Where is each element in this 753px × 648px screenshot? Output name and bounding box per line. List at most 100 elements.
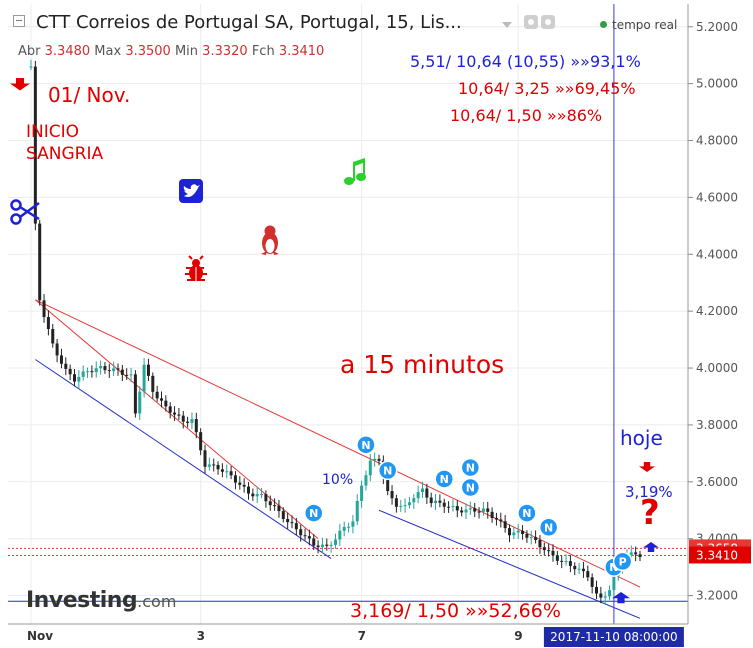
news-marker-label: N <box>309 507 318 520</box>
twitter-icon <box>179 179 203 203</box>
news-marker-icon: N <box>460 457 481 478</box>
candle-body <box>499 519 503 522</box>
settings-icon[interactable] <box>524 15 538 29</box>
candle-body <box>151 375 155 392</box>
candle-body <box>77 376 81 382</box>
news-marker-label: N <box>440 473 449 486</box>
candle-body <box>112 368 116 372</box>
inicio-line1: INICIO <box>26 122 80 142</box>
news-marker-circle <box>460 477 481 498</box>
candle-body <box>59 355 63 364</box>
candle-body <box>199 432 203 451</box>
candle-body <box>525 534 529 538</box>
scissors-ring <box>10 213 22 225</box>
candle-body <box>403 505 407 507</box>
candle-body <box>216 464 220 470</box>
candle-body <box>177 414 181 416</box>
candles <box>29 59 642 605</box>
live-label: tempo real <box>612 18 678 32</box>
y-tick-label: 5.0000 <box>696 77 738 91</box>
chart-title: CTT Correios de Portugal SA, Portugal, 1… <box>36 12 462 33</box>
y-tick-label: 5.2000 <box>696 20 738 34</box>
y-tick-label: 4.0000 <box>696 361 738 375</box>
news-marker-circle <box>377 460 398 481</box>
candle-body <box>51 328 55 344</box>
candle-body <box>451 506 455 508</box>
candle-body <box>351 521 355 527</box>
candle-body <box>251 493 255 497</box>
candle-body <box>481 508 485 512</box>
chevron-down-icon[interactable] <box>502 22 512 28</box>
x-tick-label: 3 <box>197 629 205 643</box>
candle-body <box>99 366 103 369</box>
candle-body <box>125 374 129 376</box>
candle-body <box>146 364 150 376</box>
candle-body <box>220 469 224 472</box>
candle-body <box>238 482 242 485</box>
candle-body <box>338 530 342 540</box>
candle-body <box>373 458 377 461</box>
candle-body <box>307 536 311 539</box>
crosshair-date: 2017-11-10 08:00:00 <box>550 630 677 644</box>
candle-body <box>268 501 272 506</box>
candle-body <box>512 532 516 536</box>
candle-body <box>595 586 598 594</box>
candle-body <box>425 488 429 498</box>
news-marker-label: N <box>361 439 370 452</box>
candle-body <box>612 576 616 591</box>
candle-body <box>190 419 194 423</box>
collapse-icon[interactable] <box>13 15 25 27</box>
music-note-icon <box>344 158 366 185</box>
candle-body <box>360 485 364 501</box>
candle-body <box>316 545 320 548</box>
candle-body <box>508 528 511 536</box>
gear-icon[interactable] <box>541 15 555 29</box>
candle-body <box>299 529 303 536</box>
candle-body <box>86 371 90 373</box>
price-label-box <box>689 546 751 564</box>
trendline-red <box>35 299 641 588</box>
candle-body <box>260 494 264 496</box>
ohlc-close-label: Fch <box>251 44 275 59</box>
candle-body <box>247 486 250 494</box>
candle-body <box>160 398 163 401</box>
scissors-blade <box>19 201 40 219</box>
news-marker-icon: N <box>434 469 454 489</box>
candle-body <box>490 511 494 518</box>
news-marker-label: N <box>466 462 475 475</box>
candle-body <box>460 510 464 513</box>
candle-body <box>281 511 285 520</box>
candle-body <box>577 568 581 570</box>
candle-body <box>225 471 229 473</box>
news-marker-circle <box>356 435 376 455</box>
price-label: 3.3410 <box>696 548 738 562</box>
grid <box>8 4 688 624</box>
candle-body <box>325 544 329 546</box>
y-tick-label: 3.2000 <box>696 589 738 603</box>
twitter-bird <box>183 184 200 197</box>
candle-body <box>33 66 37 224</box>
candle-body <box>212 464 216 466</box>
candle-body <box>294 523 298 530</box>
candle-body <box>107 370 111 372</box>
live-dot-icon <box>600 21 607 28</box>
candle-body <box>560 560 564 562</box>
hoje-label: hoje <box>620 426 663 450</box>
candle-body <box>377 458 381 461</box>
candle-body <box>573 565 577 570</box>
trendline-blue <box>378 509 641 619</box>
logo-brand: Investing <box>26 588 138 613</box>
candle-body <box>264 494 268 502</box>
candle-body <box>634 552 638 555</box>
candle-body <box>503 521 507 529</box>
candle-body <box>599 593 603 598</box>
candle-body <box>586 571 590 578</box>
candle-body <box>68 368 72 375</box>
x-tick-label: 9 <box>514 629 522 643</box>
candle-body <box>138 391 142 414</box>
candle-body <box>94 368 98 373</box>
pct-hoje-label: 3,19% <box>625 483 673 501</box>
candle-body <box>347 526 351 528</box>
